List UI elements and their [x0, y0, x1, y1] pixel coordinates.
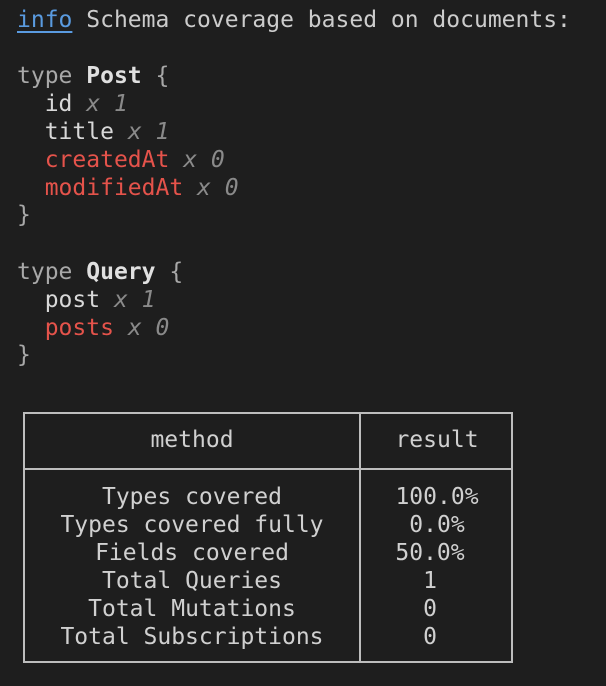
open-brace: { [155, 63, 170, 89]
method-cell: Types covered fully [60, 512, 324, 538]
field-name: post [44, 287, 101, 313]
field-count: x 0 [197, 175, 239, 201]
field-name-uncovered: posts [44, 315, 114, 341]
result-cell: 50.0% [395, 540, 465, 566]
field-name: id [44, 91, 73, 117]
field-line: id x 1 [17, 90, 128, 118]
method-cell: Total Queries [101, 568, 282, 594]
header-result: result [395, 427, 479, 453]
info-label: info [17, 7, 73, 33]
result-column: 100.0% 0.0% 50.0% 1 0 0 [361, 483, 513, 651]
field-count: x 1 [127, 119, 170, 145]
field-line: posts x 0 [17, 314, 170, 342]
close-brace: } [17, 202, 31, 228]
header-method: method [150, 427, 234, 453]
field-count: x 0 [127, 315, 170, 341]
field-count: x 1 [113, 287, 156, 313]
header-divider [25, 468, 511, 470]
type-name: Post [86, 63, 142, 89]
field-line: post x 1 [17, 286, 156, 314]
field-line: modifiedAt x 0 [17, 174, 239, 202]
result-cell: 100.0% [395, 484, 479, 510]
method-cell: Fields covered [95, 540, 289, 566]
method-cell: Total Subscriptions [60, 624, 324, 650]
type-post-header: type Post { [17, 62, 169, 90]
field-name-uncovered: modifiedAt [44, 175, 184, 201]
field-count: x 1 [86, 91, 128, 117]
result-cell: 0 [423, 624, 437, 650]
type-keyword: type [17, 259, 73, 285]
method-cell: Total Mutations [88, 596, 296, 622]
column-divider [359, 414, 361, 661]
method-column: Types covered Types covered fully Fields… [25, 483, 359, 651]
type-query-header: type Query { [17, 258, 183, 286]
field-count: x 0 [183, 147, 225, 173]
result-cell: 1 [423, 568, 437, 594]
log-line: info Schema coverage based on documents: [17, 6, 571, 34]
close-brace: } [17, 342, 31, 368]
field-line: createdAt x 0 [17, 146, 225, 174]
result-cell: 0 [423, 596, 437, 622]
coverage-table: method result Types covered Types covere… [23, 412, 513, 663]
type-name: Query [86, 259, 156, 285]
field-line: title x 1 [17, 118, 170, 146]
open-brace: { [169, 259, 184, 285]
result-cell: 0.0% [409, 512, 465, 538]
log-message: Schema coverage based on documents: [86, 7, 571, 33]
type-keyword: type [17, 63, 73, 89]
method-cell: Types covered [101, 484, 282, 510]
field-name: title [44, 119, 114, 145]
field-name-uncovered: createdAt [44, 147, 170, 173]
